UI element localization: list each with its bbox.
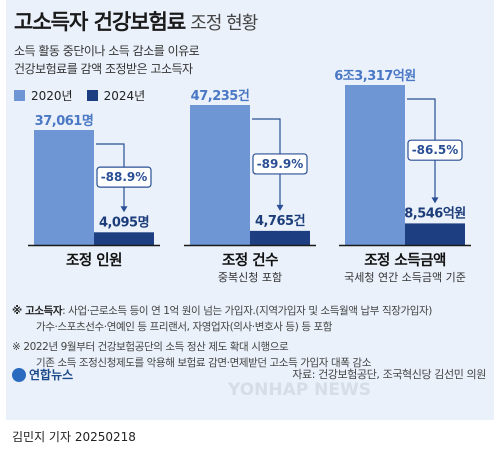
yonhap-logo: 연합뉴스 xyxy=(12,366,73,383)
legend-swatch-2024 xyxy=(86,90,98,101)
panel-title-2: 조정 건수 xyxy=(222,251,278,269)
subtitle-line-1: 소득 활동 중단이나 소득 감소를 이유로 xyxy=(14,44,200,58)
change-box-2 xyxy=(252,153,308,175)
bar-2020-1 xyxy=(34,130,94,245)
panel-title-3: 조정 소득금액 xyxy=(364,251,446,269)
value-label-2024-3: 8,546억원 xyxy=(404,206,466,221)
subtitle-line-2: 건강보험료를 감액 조정받은 고소득자 xyxy=(14,62,193,76)
change-arrow-3 xyxy=(407,98,436,202)
bar-2024-3 xyxy=(405,223,465,245)
note-1-text: : 사업·근로소득 등이 연 1억 원이 넘는 가입자.(지역가입자 및 소득월… xyxy=(62,305,432,317)
byline: 김민지 기자 20250218 xyxy=(12,430,136,444)
note-1: ※ 고소득자: 사업·근로소득 등이 연 1억 원이 넘는 가입자.(지역가입자… xyxy=(12,303,488,319)
legend-label-2020: 2020년 xyxy=(31,89,73,103)
value-label-2024-1: 4,095명 xyxy=(99,214,149,230)
bar-2024-1 xyxy=(94,232,154,245)
source: 자료: 건강보험공단, 조국혁신당 김선민 의원 xyxy=(292,368,486,381)
bar-2020-2 xyxy=(190,105,250,245)
notes: ※ 고소득자: 사업·근로소득 등이 연 1억 원이 넘는 가입자.(지역가입자… xyxy=(12,303,488,371)
bar-charts: 37,061명 4,095명 -88.9% 조정 인원 47,235건 4,765건 -89… xyxy=(28,69,471,284)
change-label-3: -86.5% xyxy=(412,143,459,157)
value-label-2020-3: 6조3,317억원 xyxy=(334,69,416,84)
panel-title-1: 조정 인원 xyxy=(66,251,122,269)
value-label-2020-2: 47,235건 xyxy=(191,88,250,104)
legend-swatch-2020 xyxy=(14,90,25,101)
change-box-1 xyxy=(96,166,152,188)
value-label-2020-1: 37,061명 xyxy=(35,113,94,129)
value-label-2024-2: 4,765건 xyxy=(255,213,305,229)
change-label-1: -88.9% xyxy=(101,170,148,184)
arrow-head-2 xyxy=(276,204,284,211)
note-2: ※ 2022년 9월부터 건강보험공단의 소득 정산 제도 확대 시행으로 xyxy=(12,341,289,353)
legend-label-2024: 2024년 xyxy=(103,89,146,103)
arrow-head-1 xyxy=(120,206,128,213)
title-sub: 조정 현황 xyxy=(190,13,258,34)
note-2-continued: 기존 소득 조정신청제도를 악용해 보험료 감면·면제받던 고소득 가입자 대폭… xyxy=(36,357,371,369)
panel-subtitle-2: 중복신청 포함 xyxy=(218,271,282,284)
change-arrow-1 xyxy=(96,143,125,211)
change-label-2: -89.9% xyxy=(257,157,304,171)
bar-2020-3 xyxy=(345,85,405,245)
panel-subtitle-3: 국세청 연간 소득금액 기준 xyxy=(344,271,466,284)
bar-2024-2 xyxy=(250,230,310,245)
change-arrow-2 xyxy=(252,118,281,209)
logo-icon xyxy=(12,367,26,382)
arrow-head-3 xyxy=(431,197,439,204)
change-box-3 xyxy=(407,139,463,161)
legend: 2020년 2024년 xyxy=(14,87,145,104)
title-main: 고소득자 건강보험료 xyxy=(14,10,186,34)
note-1-continued: 가수·스포츠선수·연예인 등 프리랜서, 자영업자(의사·변호사 등) 등 포함 xyxy=(36,321,333,333)
note-1-key: ※ 고소득자 xyxy=(12,305,63,317)
title: 고소득자 건강보험료 조정 현황 xyxy=(14,6,258,36)
logo-text: 연합뉴스 xyxy=(29,368,74,382)
watermark: YONHAP NEWS xyxy=(228,380,371,400)
